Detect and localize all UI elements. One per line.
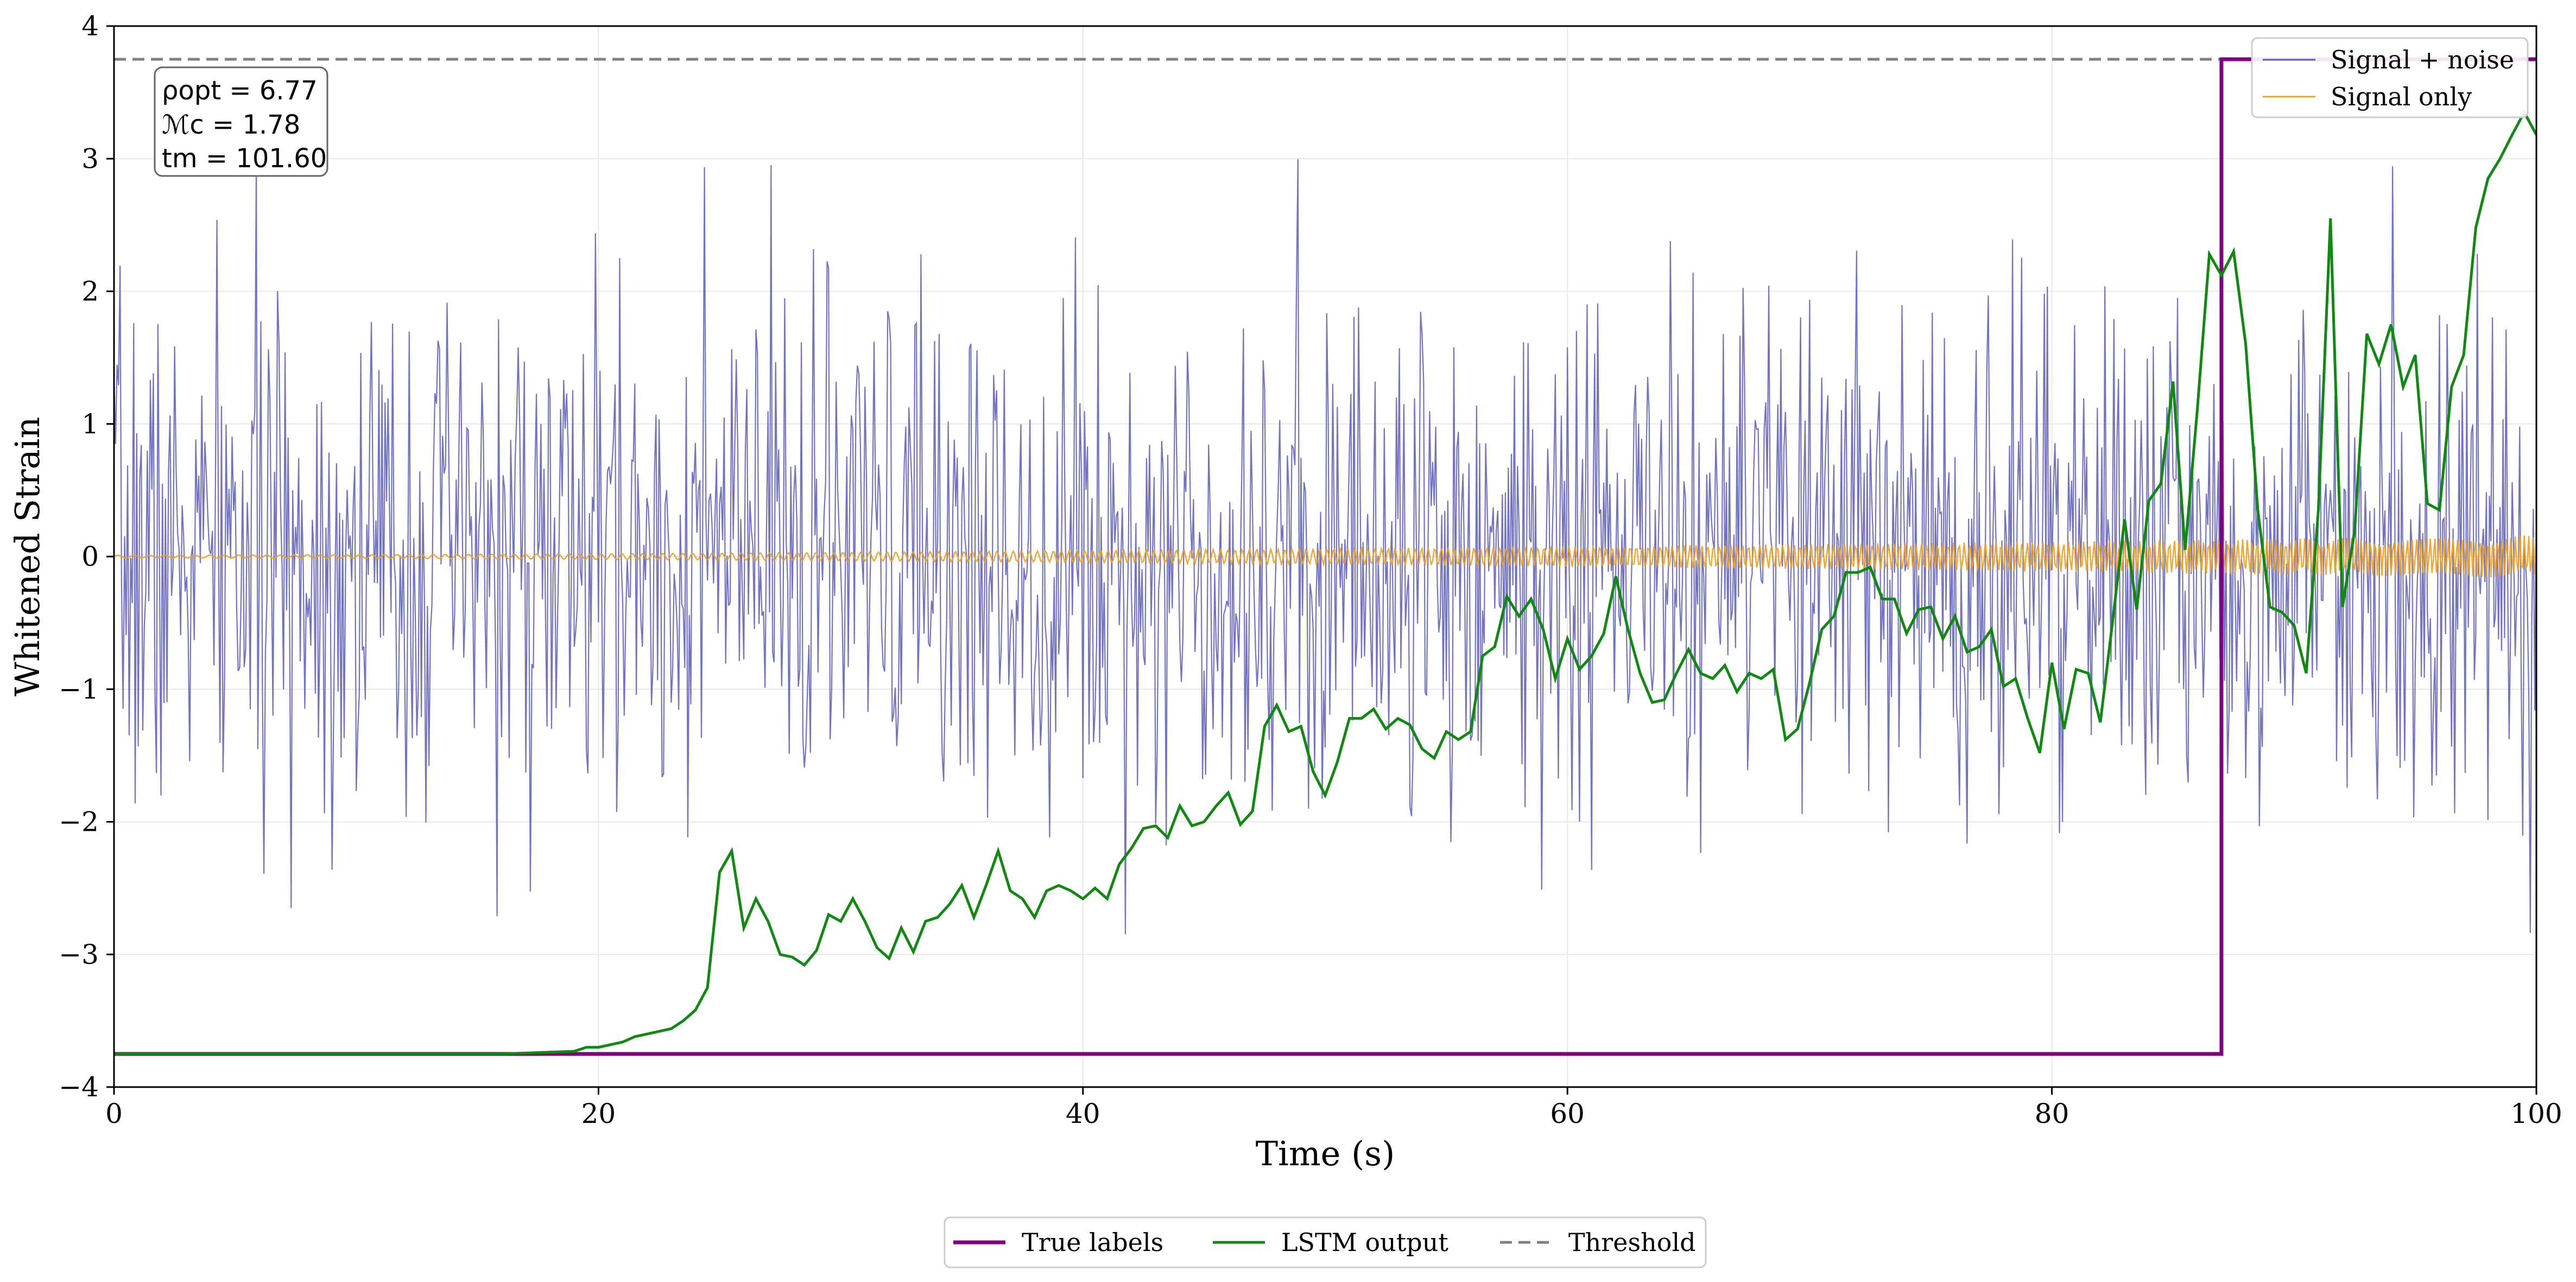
y-tick-label: 4 — [81, 10, 99, 42]
annotation-tm: tm = 101.60 — [162, 143, 327, 174]
legend-signal-only-label: Signal only — [2331, 82, 2472, 111]
y-tick-label: −4 — [59, 1071, 99, 1103]
legend-top-frame — [2251, 37, 2529, 118]
y-axis-label: Whitened Strain — [8, 417, 47, 697]
signal-noise-series — [114, 159, 2536, 934]
annotation-rho: ρopt = 6.77 — [162, 75, 318, 106]
annotation-mc: ℳc = 1.78 — [162, 110, 300, 140]
y-tick-label: 0 — [81, 541, 99, 572]
legend-true-labels-label: True labels — [1022, 1228, 1163, 1257]
x-tick-label: 60 — [1550, 1098, 1585, 1129]
x-tick-label: 40 — [1066, 1098, 1100, 1129]
annotation-frame — [154, 66, 328, 177]
y-tick-label: −3 — [59, 939, 99, 970]
x-tick-label: 80 — [2035, 1098, 2069, 1129]
legend-threshold-label: Threshold — [1568, 1228, 1696, 1257]
x-axis-label: Time (s) — [1256, 1134, 1395, 1173]
legend-top: Signal + noise Signal only — [2251, 37, 2529, 118]
y-tick-label: 1 — [81, 408, 99, 440]
x-tick-label: 100 — [2510, 1098, 2562, 1129]
annotation-box: ρopt = 6.77 ℳc = 1.78 tm = 101.60 — [154, 66, 328, 177]
legend-signal-noise-label: Signal + noise — [2331, 45, 2514, 74]
x-tick-label: 20 — [581, 1098, 616, 1129]
x-tick-label: 0 — [105, 1098, 123, 1129]
y-axis: −4 −3 −2 −1 0 1 2 3 4 — [59, 10, 114, 1103]
legend-bottom-frame — [944, 1216, 1707, 1268]
y-tick-label: −1 — [59, 673, 99, 705]
lstm-output-series — [114, 109, 2536, 1056]
y-tick-label: 2 — [81, 276, 99, 307]
legend-bottom: True labels LSTM output Threshold — [944, 1216, 1707, 1268]
y-tick-label: −2 — [59, 806, 99, 838]
x-axis: 0 20 40 60 80 100 — [105, 1087, 2562, 1129]
y-tick-label: 3 — [81, 143, 99, 174]
legend-lstm-label: LSTM output — [1281, 1228, 1448, 1257]
signal-only-series — [114, 535, 2536, 577]
